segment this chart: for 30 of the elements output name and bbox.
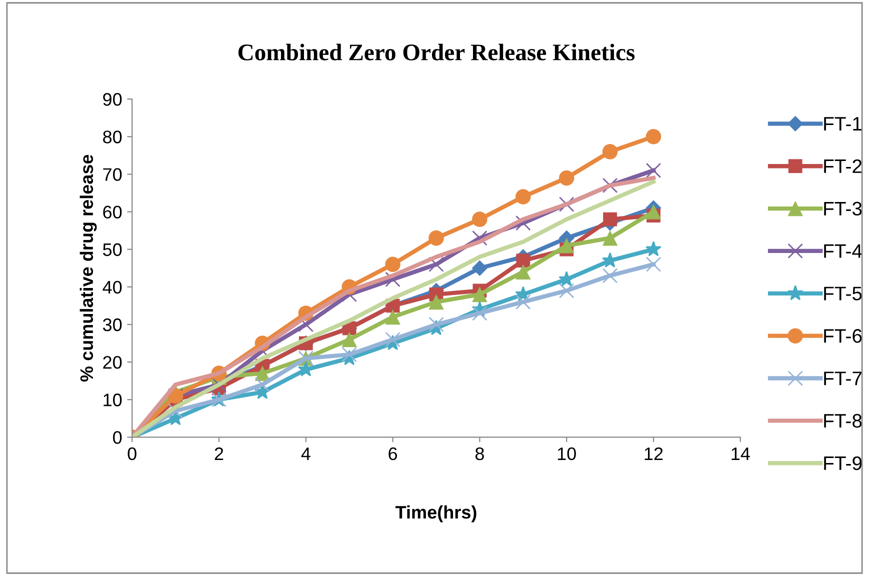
x-tick-label: 10 [558, 447, 576, 460]
y-tick-label: 70 [103, 168, 122, 181]
legend-label: FT-2 [824, 159, 862, 173]
legend-label: FT-7 [824, 372, 862, 386]
y-tick-label: 90 [103, 93, 122, 106]
legend-label: FT-6 [824, 329, 862, 343]
x-tick-label: 0 [128, 447, 136, 460]
y-tick-label: 50 [103, 243, 122, 256]
y-tick-label: 10 [104, 394, 122, 406]
x-tick-label: 14 [732, 448, 750, 460]
legend-label: FT-1 [824, 117, 862, 130]
legend-label: FT-5 [824, 286, 862, 300]
x-tick-label: 8 [475, 447, 484, 460]
y-tick-label: 30 [102, 318, 122, 332]
legend-label: FT-4 [824, 244, 862, 258]
chart-title: Combined Zero Order Release Kinetics [238, 44, 635, 60]
x-tick-label: 12 [644, 447, 663, 460]
x-tick-label: 4 [301, 448, 310, 460]
y-tick-label: 60 [103, 206, 122, 218]
legend-label: FT-9 [824, 456, 862, 470]
y-tick-label: 0 [113, 431, 122, 444]
x-tick-label: 6 [388, 447, 398, 460]
y-tick-label: 20 [103, 356, 122, 369]
y-axis-title: % cumulative drug release [80, 154, 97, 382]
x-tick-label: 2 [214, 447, 224, 460]
y-tick-label: 80 [103, 130, 122, 144]
legend-label: FT-3 [824, 202, 862, 216]
x-axis-title: Time(hrs) [395, 505, 476, 522]
legend-label: FT-8 [824, 414, 862, 428]
y-tick-label: 40 [102, 280, 122, 294]
